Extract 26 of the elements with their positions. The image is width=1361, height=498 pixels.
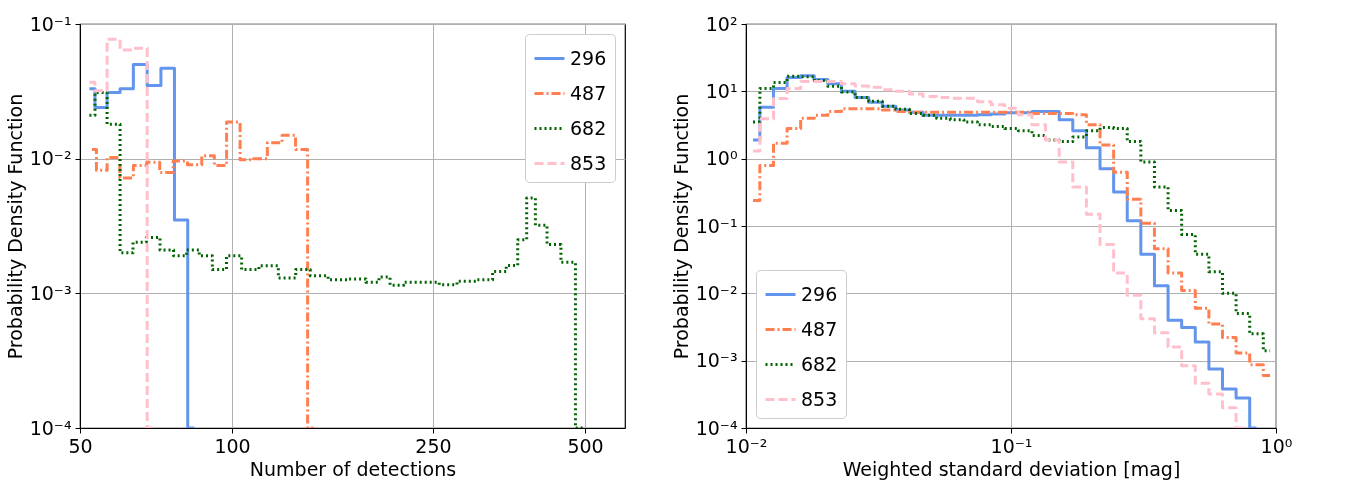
- legend-label: 487: [801, 317, 838, 340]
- legend-label: 853: [570, 151, 607, 174]
- y-tick-label: 10⁻²: [29, 147, 72, 170]
- legend-label: 682: [801, 352, 838, 375]
- y-tick-label: 10⁻³: [29, 281, 72, 304]
- x-tick-label: 100: [214, 434, 251, 457]
- y-tick-label: 10⁻¹: [695, 214, 738, 237]
- y-tick-label: 10⁻²: [695, 281, 738, 304]
- x-tick-label: 10⁰: [1260, 434, 1293, 457]
- x-tick-label: 500: [567, 434, 604, 457]
- x-tick-label: 10⁻¹: [990, 434, 1033, 457]
- legend-label: 853: [801, 387, 838, 410]
- y-tick-label: 10¹: [705, 79, 738, 102]
- y-tick-label: 10⁻¹: [29, 12, 72, 35]
- x-axis-title: Weighted standard deviation [mag]: [842, 457, 1181, 480]
- y-axis-title: Probability Density Function: [3, 93, 26, 360]
- legend-label: 682: [570, 116, 607, 139]
- x-axis-title: Number of detections: [249, 457, 457, 480]
- y-tick-label: 10⁰: [705, 147, 738, 170]
- y-tick-label: 10⁻³: [695, 349, 738, 372]
- legend-label: 296: [801, 282, 838, 305]
- x-tick-label: 250: [415, 434, 452, 457]
- y-tick-label: 10²: [705, 12, 738, 35]
- legend-label: 487: [570, 81, 607, 104]
- y-axis-title: Probability Density Function: [669, 93, 692, 360]
- legend-label: 296: [570, 46, 607, 69]
